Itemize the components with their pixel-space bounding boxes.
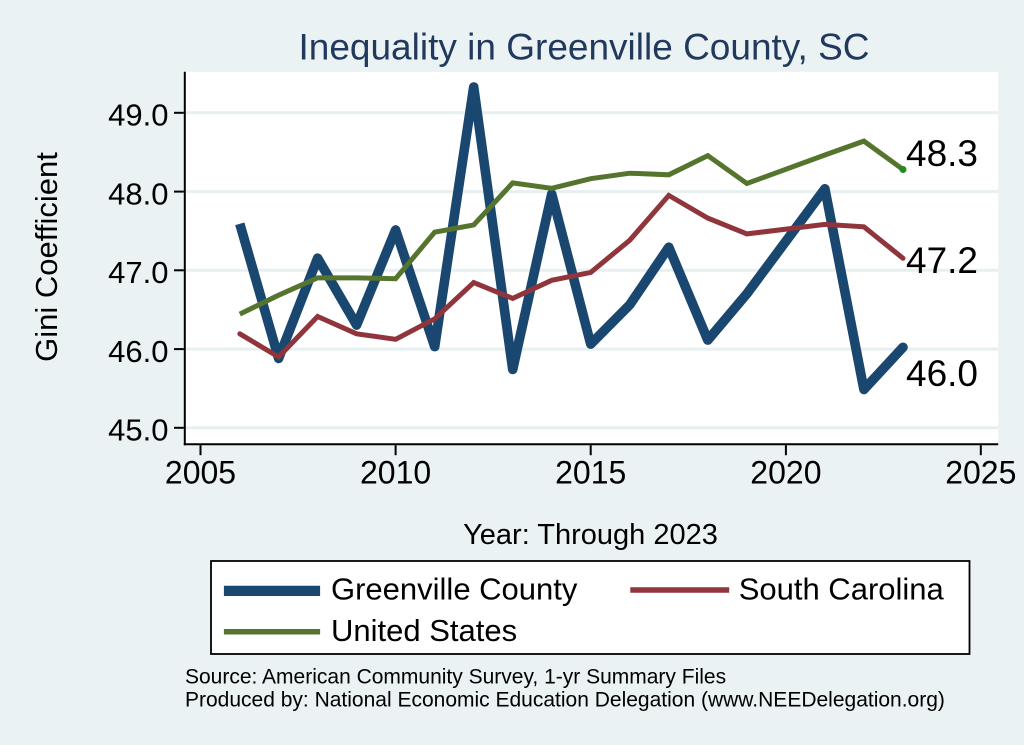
- svg-text:47.0: 47.0: [108, 255, 168, 290]
- svg-text:2005: 2005: [165, 455, 236, 491]
- svg-text:48.0: 48.0: [108, 176, 168, 211]
- svg-text:48.3: 48.3: [906, 133, 978, 174]
- svg-text:46.0: 46.0: [108, 334, 168, 369]
- svg-text:Inequality in Greenville Count: Inequality in Greenville County, SC: [298, 27, 869, 68]
- svg-text:47.2: 47.2: [906, 240, 978, 281]
- svg-text:United States: United States: [331, 613, 517, 648]
- svg-text:2010: 2010: [360, 455, 431, 491]
- svg-text:Produced by: National Economic: Produced by: National Economic Education…: [185, 689, 945, 712]
- svg-text:2020: 2020: [750, 455, 821, 491]
- svg-text:Greenville County: Greenville County: [331, 572, 578, 607]
- svg-text:49.0: 49.0: [108, 98, 168, 133]
- svg-text:Year: Through 2023: Year: Through 2023: [463, 519, 718, 551]
- svg-text:2015: 2015: [555, 455, 626, 491]
- svg-text:2025: 2025: [945, 455, 1016, 491]
- svg-text:Source: American Community Sur: Source: American Community Survey, 1-yr …: [185, 666, 726, 689]
- svg-text:Gini Coefficient: Gini Coefficient: [29, 152, 64, 362]
- svg-text:45.0: 45.0: [108, 413, 168, 448]
- svg-text:46.0: 46.0: [906, 353, 978, 394]
- svg-text:South Carolina: South Carolina: [739, 572, 945, 607]
